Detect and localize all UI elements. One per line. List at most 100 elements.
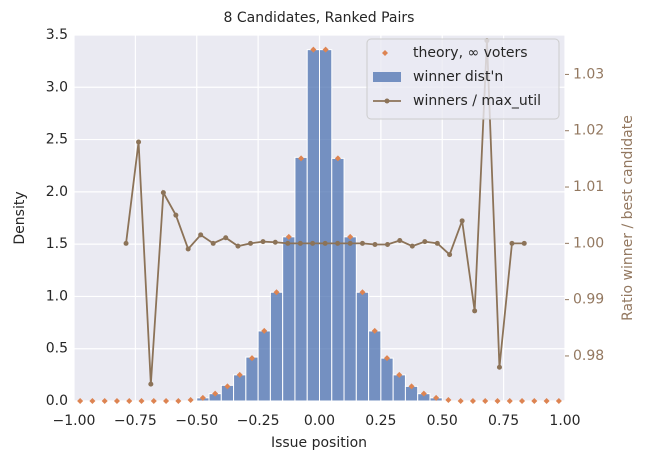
ratio-point <box>335 240 341 246</box>
ratio-point <box>385 241 391 247</box>
y2-tick-label: 0.98 <box>573 348 604 364</box>
theory-point <box>101 398 108 404</box>
y2-tick-label: 1.02 <box>573 123 604 139</box>
theory-point <box>482 398 489 404</box>
theory-point <box>199 394 206 401</box>
theory-point <box>359 289 366 296</box>
y2-tick-label: 1.03 <box>573 66 604 82</box>
ratio-point <box>397 238 403 244</box>
legend-marker <box>382 50 388 56</box>
y2-axis-label: Ratio winner / best candidate <box>620 115 636 321</box>
x-tick-label: 0.75 <box>488 413 519 429</box>
y-tick-label: 0.5 <box>46 341 68 357</box>
histogram-bar <box>306 49 321 402</box>
ratio-point <box>210 240 216 246</box>
theory-point <box>457 398 464 404</box>
theory-point <box>420 390 427 397</box>
ratio-point <box>260 239 266 245</box>
ratio-point <box>496 364 502 370</box>
theory-point <box>408 383 415 390</box>
theory-point <box>138 398 145 404</box>
y2-tick-label: 0.99 <box>573 292 604 308</box>
theory-point <box>384 355 391 362</box>
theory-point <box>322 46 329 53</box>
theory-point <box>248 355 255 362</box>
ratio-point <box>459 218 465 224</box>
theory-point <box>347 233 354 240</box>
theory-point <box>310 46 317 53</box>
histogram-bar <box>319 49 333 402</box>
histogram-bar <box>380 357 394 402</box>
x-tick-label: −0.25 <box>237 413 280 429</box>
ratio-point <box>472 308 478 314</box>
theory-point <box>187 396 194 403</box>
histogram-bar <box>257 330 271 402</box>
histogram-bar <box>343 236 357 402</box>
theory-point <box>175 398 182 404</box>
ratio-point <box>509 240 515 246</box>
ratio-point <box>123 240 129 246</box>
ratio-point <box>136 139 142 145</box>
x-tick-label: 0.50 <box>427 413 458 429</box>
x-tick-label: −0.50 <box>175 413 218 429</box>
theory-point <box>298 155 305 162</box>
ratio-point <box>185 246 191 252</box>
legend-marker <box>373 72 401 82</box>
ratio-point <box>322 240 328 246</box>
theory-point <box>212 390 219 397</box>
legend-label: winners / max_util <box>413 93 541 109</box>
ratio-point <box>285 240 291 246</box>
legend-box <box>366 38 560 120</box>
ratio-point <box>409 243 415 249</box>
theory-point <box>433 394 440 401</box>
histogram-bar <box>269 291 284 402</box>
y-tick-label: 3.0 <box>46 79 68 95</box>
ratio-point <box>272 239 278 245</box>
theory-point <box>163 398 170 404</box>
theory-point <box>89 398 96 404</box>
y-tick-label: 2.0 <box>46 184 68 200</box>
theory-point <box>371 327 378 334</box>
y-tick-label: 1.0 <box>46 288 68 304</box>
histogram-bar <box>368 330 382 402</box>
ratio-point <box>434 240 440 246</box>
theory-point <box>224 383 231 390</box>
theory-point <box>506 398 513 404</box>
theory-point <box>519 398 526 404</box>
histogram-bar <box>355 291 370 402</box>
ratio-point <box>359 240 365 246</box>
x-tick-label: −1.00 <box>53 413 96 429</box>
theory-point <box>445 396 452 403</box>
y-axis-label: Density <box>12 191 28 244</box>
x-tick-label: 1.00 <box>549 413 580 429</box>
y2-tick-label: 1.00 <box>573 235 604 251</box>
x-tick-label: 0.00 <box>304 413 335 429</box>
theory-point <box>261 327 268 334</box>
histogram-bar <box>392 374 406 402</box>
y-tick-label: 2.5 <box>46 132 68 148</box>
histogram-bar <box>282 236 296 402</box>
theory-point <box>273 289 280 296</box>
ratio-point <box>297 240 303 246</box>
theory-point <box>113 398 120 404</box>
y-tick-label: 1.5 <box>46 236 68 252</box>
theory-point <box>531 398 538 404</box>
ratio-point <box>235 243 241 249</box>
theory-point <box>334 155 341 162</box>
x-tick-label: −0.75 <box>114 413 157 429</box>
theory-point <box>469 398 476 404</box>
x-tick-label: 0.25 <box>365 413 396 429</box>
theory-point <box>126 398 133 404</box>
ratio-point <box>447 252 453 258</box>
ratio-point <box>198 232 204 238</box>
y2-tick-label: 1.01 <box>573 179 604 195</box>
y-tick-label: 0.0 <box>46 393 68 409</box>
theory-point <box>396 371 403 378</box>
chart-title: 8 Candidates, Ranked Pairs <box>224 10 415 26</box>
histogram-bar <box>331 157 345 402</box>
legend-label: theory, ∞ voters <box>413 45 528 61</box>
legend-marker <box>384 98 390 104</box>
theory-point <box>494 398 501 404</box>
histogram-bar <box>245 356 259 402</box>
